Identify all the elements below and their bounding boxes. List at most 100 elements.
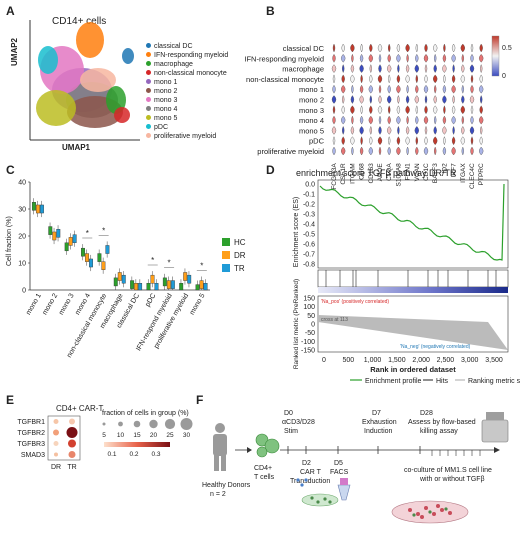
rank-tick-label: 150 — [303, 296, 315, 303]
violin-shape — [415, 105, 418, 115]
violin-shape — [368, 146, 373, 156]
violin-shape — [443, 74, 446, 84]
violin-shape — [396, 115, 401, 125]
violin-shape — [397, 95, 400, 104]
car-t-dot-icon — [428, 510, 432, 514]
f-n-label: n = 2 — [210, 491, 226, 498]
person-leg-icon — [221, 455, 226, 471]
violin-shape — [451, 136, 456, 146]
violin-shape — [377, 105, 383, 115]
umap-legend-label: classical DC — [154, 43, 193, 50]
c-sig-star: * — [168, 259, 171, 268]
e-dot — [53, 441, 59, 446]
violin-row-label: mono 4 — [299, 116, 324, 125]
violin-shape — [332, 43, 336, 53]
violin-gene-label: ITGAM — [349, 163, 356, 184]
violin-shape — [387, 95, 392, 104]
e-dot — [68, 439, 76, 448]
violin-shape — [368, 84, 373, 94]
violin-gene-label: ID2 — [441, 163, 448, 174]
violin-shape — [443, 105, 446, 115]
d-legend-label: Hits — [436, 378, 449, 385]
violin-shape — [387, 115, 391, 125]
c-ytick-label: 30 — [18, 207, 26, 214]
c-legend-item: DR — [222, 249, 246, 262]
violin-shape — [424, 95, 428, 104]
violin-shape — [406, 84, 409, 94]
rank-tick-label: 50 — [307, 313, 315, 320]
violin-shape — [332, 115, 336, 125]
panel-a-title: CD14+ cells — [52, 16, 107, 27]
umap-clusters — [36, 22, 134, 128]
umap-cluster-5 — [80, 68, 116, 92]
violin-shape — [351, 84, 354, 94]
violin-shape — [451, 74, 456, 84]
violin-gene-label: FCN1 — [405, 163, 412, 180]
d-xtick-label: 500 — [342, 357, 354, 364]
violin-shape — [396, 43, 401, 53]
c-box — [85, 253, 89, 262]
violin-gene-label: IRF7 — [451, 163, 458, 177]
violin-shape — [369, 74, 373, 84]
violin-shape — [434, 84, 437, 94]
e-size-legend-dot — [118, 421, 123, 427]
violin-shape — [331, 95, 337, 104]
c-box — [138, 283, 143, 291]
violin-shape — [452, 64, 455, 74]
violin-shape — [451, 54, 456, 63]
e-size-tick: 30 — [183, 432, 191, 439]
mm1s-cell-icon — [436, 504, 440, 508]
c-box — [68, 237, 73, 246]
violin-gene-label: FCGR3A — [331, 163, 338, 190]
f-d2-line2: Transduction — [290, 478, 330, 485]
violin-shape — [460, 136, 465, 145]
e-row-label: SMAD3 — [21, 452, 45, 459]
rank-axis-label: Ranked list metric (PreRanked) — [293, 279, 300, 369]
c-box — [134, 283, 139, 291]
violin-shape — [433, 95, 437, 104]
violin-shape — [433, 43, 438, 53]
violin-row-label: classical DC — [283, 44, 325, 53]
violin-shape — [368, 115, 373, 125]
umap-legend-item: IFN-responding myeloid — [146, 51, 228, 60]
c-box — [146, 283, 151, 291]
umap-legend-label: IFN-responding myeloid — [154, 52, 229, 59]
c-box — [48, 226, 53, 235]
legend-swatch-icon — [222, 251, 230, 259]
e-dot — [54, 452, 58, 457]
umap-legend-item: mono 1 — [146, 78, 228, 87]
legend-dot-icon — [146, 52, 151, 57]
c-sig-star: * — [200, 261, 203, 270]
violin-shape — [378, 126, 382, 135]
violin-row-label: mono 5 — [299, 126, 324, 135]
violin-shape — [396, 105, 401, 115]
violin-shape — [341, 43, 345, 53]
violin-shape — [415, 43, 418, 53]
e-size-tick: 25 — [166, 432, 174, 439]
violin-shape — [452, 125, 455, 135]
c-ytick-label: 0 — [22, 288, 26, 295]
f-d7-line2: Induction — [364, 428, 393, 435]
rank-tick-label: 0 — [311, 322, 315, 329]
c-box — [187, 274, 192, 284]
legend-swatch-icon — [222, 238, 230, 246]
violin-shape — [424, 74, 428, 84]
violin-row-label: mono 3 — [299, 106, 324, 115]
es-tick-label: -0.2 — [303, 202, 315, 209]
violin-shape — [341, 136, 345, 146]
legend-dot-icon — [146, 43, 151, 48]
violin-shape — [360, 74, 363, 84]
violin-shape — [434, 53, 437, 63]
person-body-icon — [213, 434, 227, 456]
t-cell-icon — [256, 446, 268, 458]
c-box — [105, 245, 110, 254]
violin-shape — [479, 115, 484, 125]
e-color-tick: 0.3 — [151, 451, 160, 458]
panel-letter-e: E — [6, 393, 15, 407]
c-box — [203, 283, 208, 291]
violin-shape — [388, 43, 391, 53]
violin-row-label: pDC — [309, 137, 325, 146]
virus-icon — [296, 478, 300, 482]
